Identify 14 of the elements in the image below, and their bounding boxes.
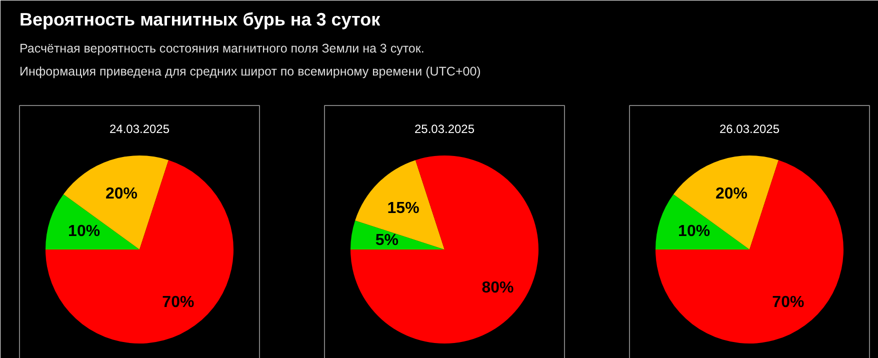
data-label: 15% xyxy=(387,200,420,217)
data-label: 80% xyxy=(482,280,514,297)
chart-title: 25.03.2025 xyxy=(414,122,475,136)
data-label: 10% xyxy=(678,222,710,240)
data-label: 5% xyxy=(375,232,398,249)
data-label: 20% xyxy=(715,186,748,203)
data-label: 70% xyxy=(772,294,804,312)
text: Вероятность магнитных бурь на 3 суток xyxy=(20,10,382,30)
data-label: 10% xyxy=(68,222,100,240)
data-label: 70% xyxy=(162,294,194,312)
text: Расчётная вероятность состояния магнитного поля Земли на 3 суток. Информация приведена для средних широт по всемирному времени (UTC+00) xyxy=(20,42,481,78)
data-label: 20% xyxy=(105,186,138,203)
chart-title: 24.03.2025 xyxy=(109,122,170,136)
chart-title: 26.03.2025 xyxy=(719,122,780,136)
